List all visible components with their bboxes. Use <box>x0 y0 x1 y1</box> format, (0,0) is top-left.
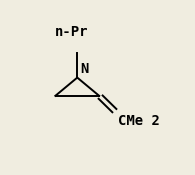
Text: n-Pr: n-Pr <box>55 25 88 38</box>
Text: CMe 2: CMe 2 <box>118 114 160 128</box>
Text: N: N <box>80 62 89 76</box>
